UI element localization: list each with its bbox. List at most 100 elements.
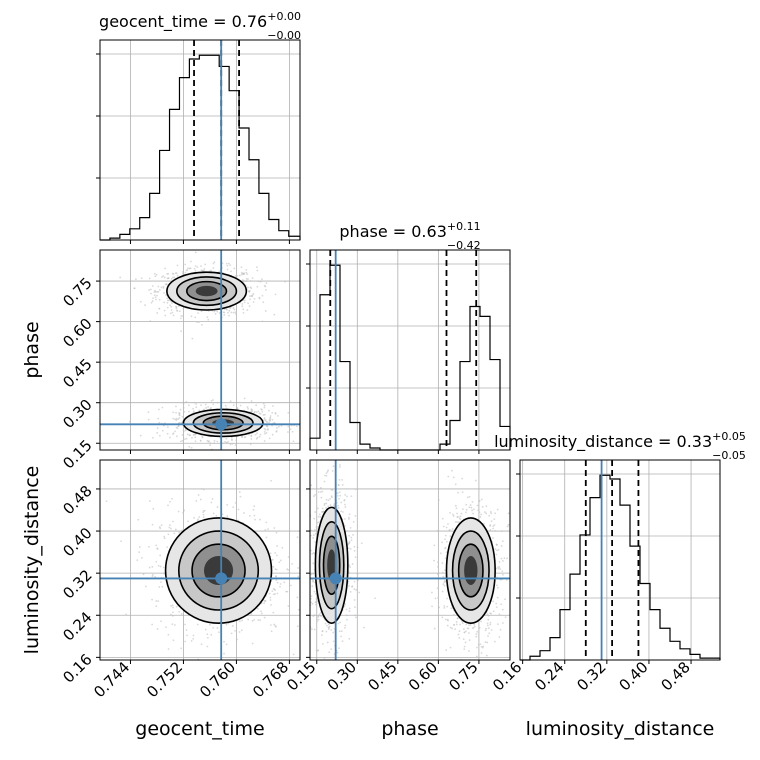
panel-frame — [99, 249, 301, 451]
scatter-point — [441, 571, 444, 574]
scatter-point — [156, 628, 159, 630]
scatter-point — [305, 575, 307, 577]
scatter-point — [466, 627, 469, 630]
scatter-point — [308, 507, 310, 509]
scatter-point — [200, 643, 203, 646]
scatter-point — [200, 404, 202, 406]
scatter-point — [151, 575, 154, 578]
scatter-point — [193, 433, 195, 436]
scatter-point — [215, 514, 218, 517]
scatter-point — [212, 403, 215, 406]
scatter-point — [264, 432, 266, 435]
scatter-point — [151, 565, 154, 568]
scatter-point — [262, 402, 265, 405]
scatter-point — [156, 548, 159, 550]
scatter-point — [352, 520, 355, 523]
panel-frame — [99, 39, 301, 241]
scatter-point — [177, 510, 180, 513]
scatter-point — [480, 513, 483, 516]
scatter-point — [501, 608, 504, 611]
scatter-point — [258, 297, 261, 300]
scatter-point — [313, 517, 316, 520]
scatter-point — [501, 570, 504, 573]
scatter-point — [188, 445, 191, 448]
scatter-point — [321, 630, 324, 633]
hist-panel-geocent_time: geocent_time = 0.76+0.00−0.00 — [96, 10, 301, 244]
y-axis-label-luminosity_distance: luminosity_distance — [21, 466, 43, 655]
scatter-point — [431, 591, 433, 594]
scatter-point — [179, 408, 182, 411]
scatter-point — [212, 399, 214, 401]
scatter-point — [468, 506, 471, 509]
panel-frame — [309, 459, 511, 661]
scatter-point — [289, 428, 292, 431]
scatter-point — [224, 404, 227, 407]
title-sub: −0.00 — [267, 29, 301, 42]
scatter-point — [450, 607, 453, 610]
joint-content — [119, 251, 298, 450]
scatter-point — [479, 643, 482, 646]
scatter-point — [252, 508, 255, 511]
scatter-point — [170, 605, 172, 607]
scatter-point — [152, 452, 154, 454]
scatter-point — [504, 598, 506, 601]
scatter-point — [464, 641, 467, 644]
scatter-point — [321, 642, 324, 645]
scatter-point — [192, 407, 194, 410]
scatter-point — [159, 565, 162, 568]
scatter-point — [348, 585, 350, 587]
scatter-point — [191, 337, 194, 340]
scatter-point — [327, 469, 329, 472]
scatter-point — [313, 590, 316, 593]
scatter-point — [493, 518, 496, 521]
x-tick-label: 0.30 — [324, 658, 360, 694]
scatter-point — [148, 500, 151, 502]
scatter-point — [242, 308, 245, 311]
scatter-point — [185, 269, 188, 272]
scatter-point — [325, 506, 327, 509]
scatter-point — [195, 500, 198, 502]
scatter-point — [350, 539, 353, 542]
scatter-point — [266, 425, 269, 427]
contour-line — [318, 521, 345, 610]
scatter-point — [181, 434, 184, 436]
scatter-point — [210, 399, 213, 402]
scatter-point — [354, 614, 356, 617]
scatter-point — [245, 271, 248, 274]
scatter-point — [174, 528, 177, 531]
scatter-point — [434, 597, 437, 600]
scatter-point — [270, 630, 273, 633]
scatter-point — [446, 618, 449, 621]
scatter-point — [445, 540, 448, 543]
scatter-point — [164, 267, 166, 270]
hist-panel-phase: phase = 0.63+0.11−0.42 — [306, 220, 511, 454]
scatter-point — [461, 620, 464, 623]
x-tick-label: 0.40 — [615, 658, 651, 694]
scatter-point — [175, 417, 178, 420]
scatter-point — [265, 536, 268, 539]
scatter-point — [298, 608, 300, 611]
scatter-point — [155, 298, 157, 301]
density-shade — [464, 556, 478, 585]
scatter-point — [341, 640, 344, 643]
scatter-point — [261, 294, 264, 297]
scatter-point — [162, 287, 165, 289]
scatter-point — [489, 621, 492, 624]
scatter-point — [242, 311, 245, 314]
scatter-point — [487, 627, 490, 630]
scatter-point — [184, 271, 187, 274]
scatter-point — [271, 418, 274, 421]
scatter-point — [357, 579, 359, 582]
scatter-point — [319, 516, 322, 518]
scatter-point — [157, 564, 160, 567]
scatter-point — [216, 506, 219, 508]
scatter-point — [332, 465, 335, 468]
scatter-point — [243, 512, 245, 514]
scatter-point — [174, 272, 177, 275]
scatter-point — [170, 309, 173, 311]
scatter-point — [327, 505, 330, 508]
scatter-point — [339, 464, 341, 466]
scatter-point — [355, 589, 358, 591]
scatter-point — [317, 649, 319, 652]
